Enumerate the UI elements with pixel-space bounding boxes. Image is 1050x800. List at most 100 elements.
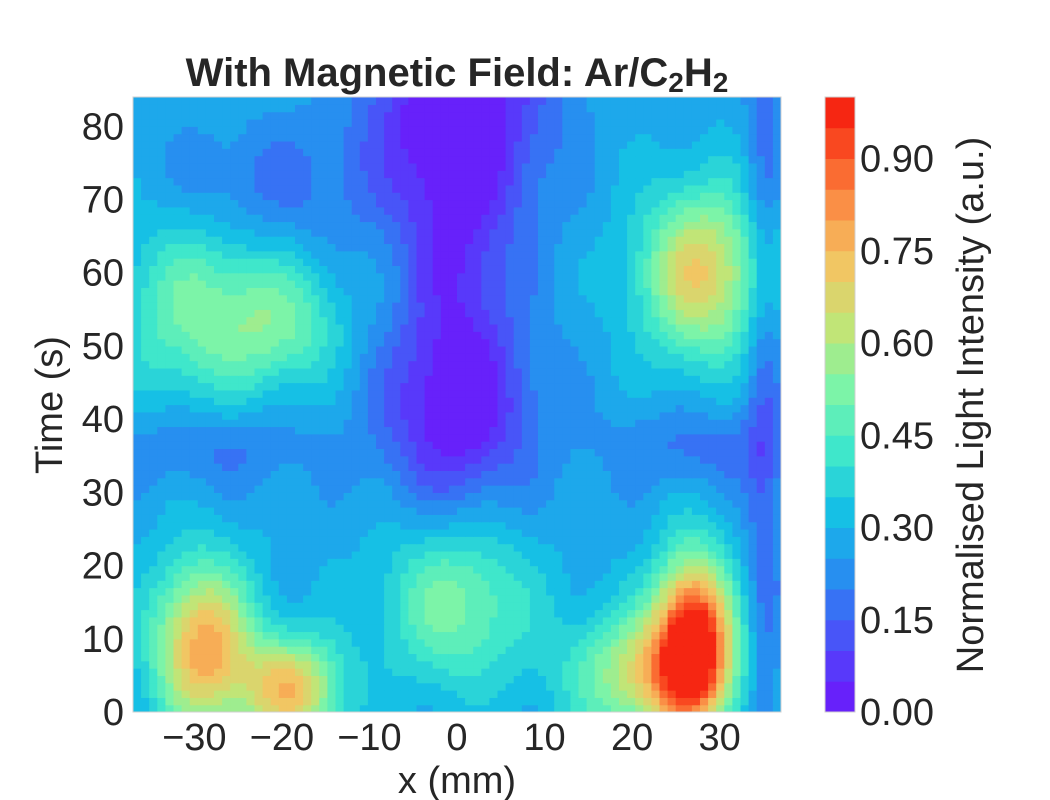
contour-cell xyxy=(424,697,434,706)
contour-cell xyxy=(311,521,320,530)
contour-cell xyxy=(173,360,183,369)
contour-cell xyxy=(270,265,280,274)
contour-cell xyxy=(546,528,555,537)
contour-cell xyxy=(214,404,223,413)
contour-cell xyxy=(635,594,644,603)
contour-cell xyxy=(457,411,466,420)
contour-cell xyxy=(311,668,320,676)
contour-cell xyxy=(246,367,256,376)
contour-cell xyxy=(756,280,766,288)
contour-cell xyxy=(367,265,377,274)
contour-cell xyxy=(691,609,701,618)
contour-cell xyxy=(732,631,742,640)
contour-cell xyxy=(319,594,328,603)
contour-cell xyxy=(521,316,531,325)
contour-cell xyxy=(286,353,296,362)
contour-cell xyxy=(197,323,207,332)
contour-cell xyxy=(529,616,539,625)
contour-cell xyxy=(262,477,272,486)
contour-cell xyxy=(659,675,669,684)
contour-cell xyxy=(343,258,353,266)
contour-cell xyxy=(700,631,709,640)
contour-cell xyxy=(683,375,693,384)
contour-cell xyxy=(497,638,507,647)
contour-cell xyxy=(683,463,693,471)
contour-cell xyxy=(586,543,596,552)
contour-cell xyxy=(448,470,458,479)
contour-cell xyxy=(667,265,677,274)
contour-cell xyxy=(602,455,612,464)
contour-cell xyxy=(270,660,280,669)
contour-cell xyxy=(133,302,142,310)
contour-cell xyxy=(311,426,320,435)
contour-cell xyxy=(465,287,474,296)
contour-cell xyxy=(610,265,620,274)
contour-cell xyxy=(278,668,288,676)
contour-cell xyxy=(189,594,199,603)
contour-cell xyxy=(392,367,401,376)
contour-cell xyxy=(457,419,466,428)
contour-cell xyxy=(335,609,345,618)
contour-cell xyxy=(376,704,385,712)
contour-cell xyxy=(270,616,280,625)
contour-cell xyxy=(376,345,385,354)
contour-cell xyxy=(651,514,661,523)
contour-cell xyxy=(546,463,555,471)
contour-cell xyxy=(327,477,337,486)
contour-cell xyxy=(448,463,458,471)
contour-cell xyxy=(157,558,166,567)
contour-cell xyxy=(319,470,328,479)
contour-cell xyxy=(181,353,191,362)
contour-cell xyxy=(157,609,166,618)
contour-cell xyxy=(222,367,231,376)
contour-cell xyxy=(311,287,320,296)
contour-cell xyxy=(286,580,296,589)
contour-cell xyxy=(708,616,717,625)
contour-cell xyxy=(772,426,781,435)
contour-cell xyxy=(270,646,280,655)
contour-cell xyxy=(141,463,150,471)
contour-cell xyxy=(262,580,272,589)
contour-cell xyxy=(440,690,450,698)
contour-cell xyxy=(627,704,636,712)
contour-cell xyxy=(400,331,409,340)
contour-cell xyxy=(505,382,515,391)
contour-cell xyxy=(651,265,661,274)
contour-cell xyxy=(165,265,175,274)
contour-cell xyxy=(586,587,596,596)
contour-cell xyxy=(149,550,158,559)
contour-cell xyxy=(513,448,523,457)
contour-cell xyxy=(554,331,563,340)
contour-cell xyxy=(586,389,596,398)
contour-cell xyxy=(497,624,507,633)
contour-cell xyxy=(270,470,280,479)
contour-cell xyxy=(230,528,239,537)
contour-cell xyxy=(570,609,580,618)
contour-cell xyxy=(359,433,369,442)
contour-cell xyxy=(586,375,596,384)
contour-cell xyxy=(683,360,693,369)
contour-cell xyxy=(327,441,337,450)
contour-cell xyxy=(141,397,150,406)
contour-cell xyxy=(529,375,539,384)
contour-cell xyxy=(181,323,191,332)
contour-cell xyxy=(295,331,304,340)
contour-cell xyxy=(521,704,531,712)
contour-cell xyxy=(513,631,523,640)
contour-cell xyxy=(465,514,474,523)
contour-cell xyxy=(764,280,774,288)
contour-cell xyxy=(619,367,628,376)
contour-cell xyxy=(570,587,580,596)
contour-cell xyxy=(303,697,312,706)
contour-cell xyxy=(262,704,272,712)
contour-cell xyxy=(205,572,215,581)
contour-cell xyxy=(384,433,393,442)
contour-cell xyxy=(457,309,466,318)
contour-cell xyxy=(473,345,482,354)
contour-cell xyxy=(222,426,231,435)
contour-cell xyxy=(756,382,766,391)
contour-cell xyxy=(675,463,685,471)
contour-cell xyxy=(238,316,247,325)
contour-cell xyxy=(173,382,183,391)
contour-cell xyxy=(416,331,426,340)
